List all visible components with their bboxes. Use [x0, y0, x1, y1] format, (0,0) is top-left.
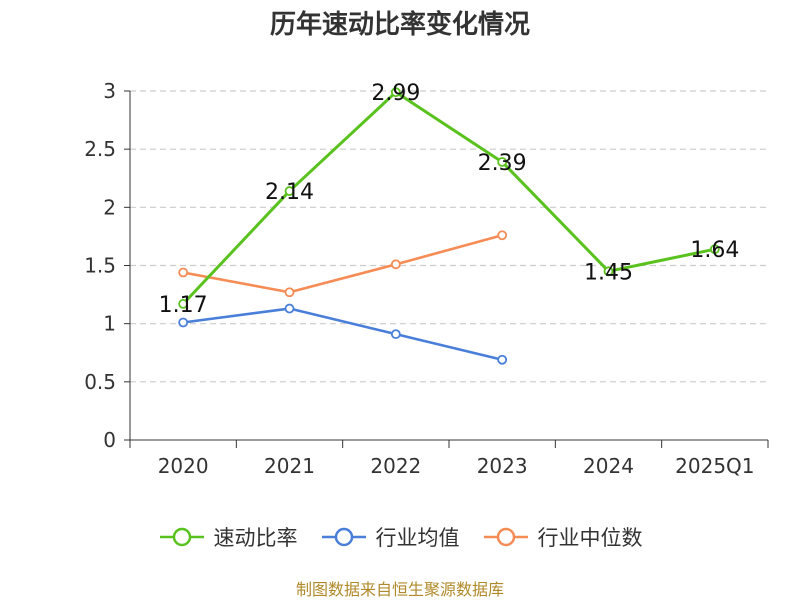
series-point [497, 230, 508, 241]
series-point [390, 329, 401, 340]
series-line [181, 233, 504, 294]
series-point [284, 303, 295, 314]
x-tick-label: 2025Q1 [675, 454, 754, 478]
legend-line-marker-icon [321, 527, 366, 547]
data-label: 1.17 [159, 293, 208, 318]
legend-item-quick-ratio[interactable]: 速动比率 [158, 522, 298, 552]
data-label: 2.14 [265, 180, 314, 205]
legend-label: 行业中位数 [537, 526, 643, 550]
y-tick-label: 2.5 [84, 137, 116, 161]
series-point [178, 267, 189, 278]
series-lines [178, 87, 720, 365]
series-point [390, 259, 401, 270]
x-tick-label: 2024 [583, 454, 634, 478]
y-tick-label: 0 [103, 428, 116, 452]
x-tick-label: 2021 [264, 454, 315, 478]
series-point [284, 287, 295, 298]
axes: 0 0.5 1 1.5 2 2.5 3 2020 2021 2022 2023 2024 2025Q1 [84, 79, 769, 478]
legend-label: 行业均值 [375, 526, 460, 550]
y-tick-label: 3 [103, 79, 116, 103]
series-point [178, 317, 189, 328]
y-tick-label: 2 [103, 195, 116, 219]
legend: 速动比率 行业均值 行业中位数 [0, 520, 800, 554]
data-labels: 1.17 2.14 2.99 2.39 1.45 1.64 [159, 81, 740, 318]
legend-label: 速动比率 [213, 526, 298, 550]
x-tick-label: 2022 [370, 454, 421, 478]
series-point [284, 186, 295, 196]
grid-lines [130, 90, 768, 383]
y-tick-label: 0.5 [84, 370, 116, 394]
data-label: 1.45 [584, 260, 633, 285]
series-line [181, 307, 504, 362]
y-tick-label: 1 [103, 312, 116, 336]
legend-line-marker-icon [483, 527, 528, 547]
series-point [497, 354, 508, 365]
y-tick-label: 1.5 [84, 254, 116, 278]
legend-item-industry-mean[interactable]: 行业均值 [320, 522, 460, 552]
series-point [603, 266, 614, 277]
series-point [709, 244, 720, 255]
source-note: 制图数据来自恒生聚源数据库 [295, 580, 504, 599]
legend-item-industry-median[interactable]: 行业中位数 [482, 522, 643, 552]
series-point [178, 298, 189, 309]
x-tick-label: 2020 [158, 454, 209, 478]
chart-title: 历年速动比率变化情况 [269, 10, 530, 40]
legend-line-marker-icon [159, 527, 204, 547]
data-label: 2.39 [478, 151, 527, 176]
series-line [181, 90, 717, 306]
data-label: 2.99 [371, 81, 420, 106]
series-point [390, 87, 401, 98]
series-point [497, 157, 508, 167]
x-tick-label: 2023 [477, 454, 528, 478]
data-label: 1.64 [690, 238, 739, 263]
